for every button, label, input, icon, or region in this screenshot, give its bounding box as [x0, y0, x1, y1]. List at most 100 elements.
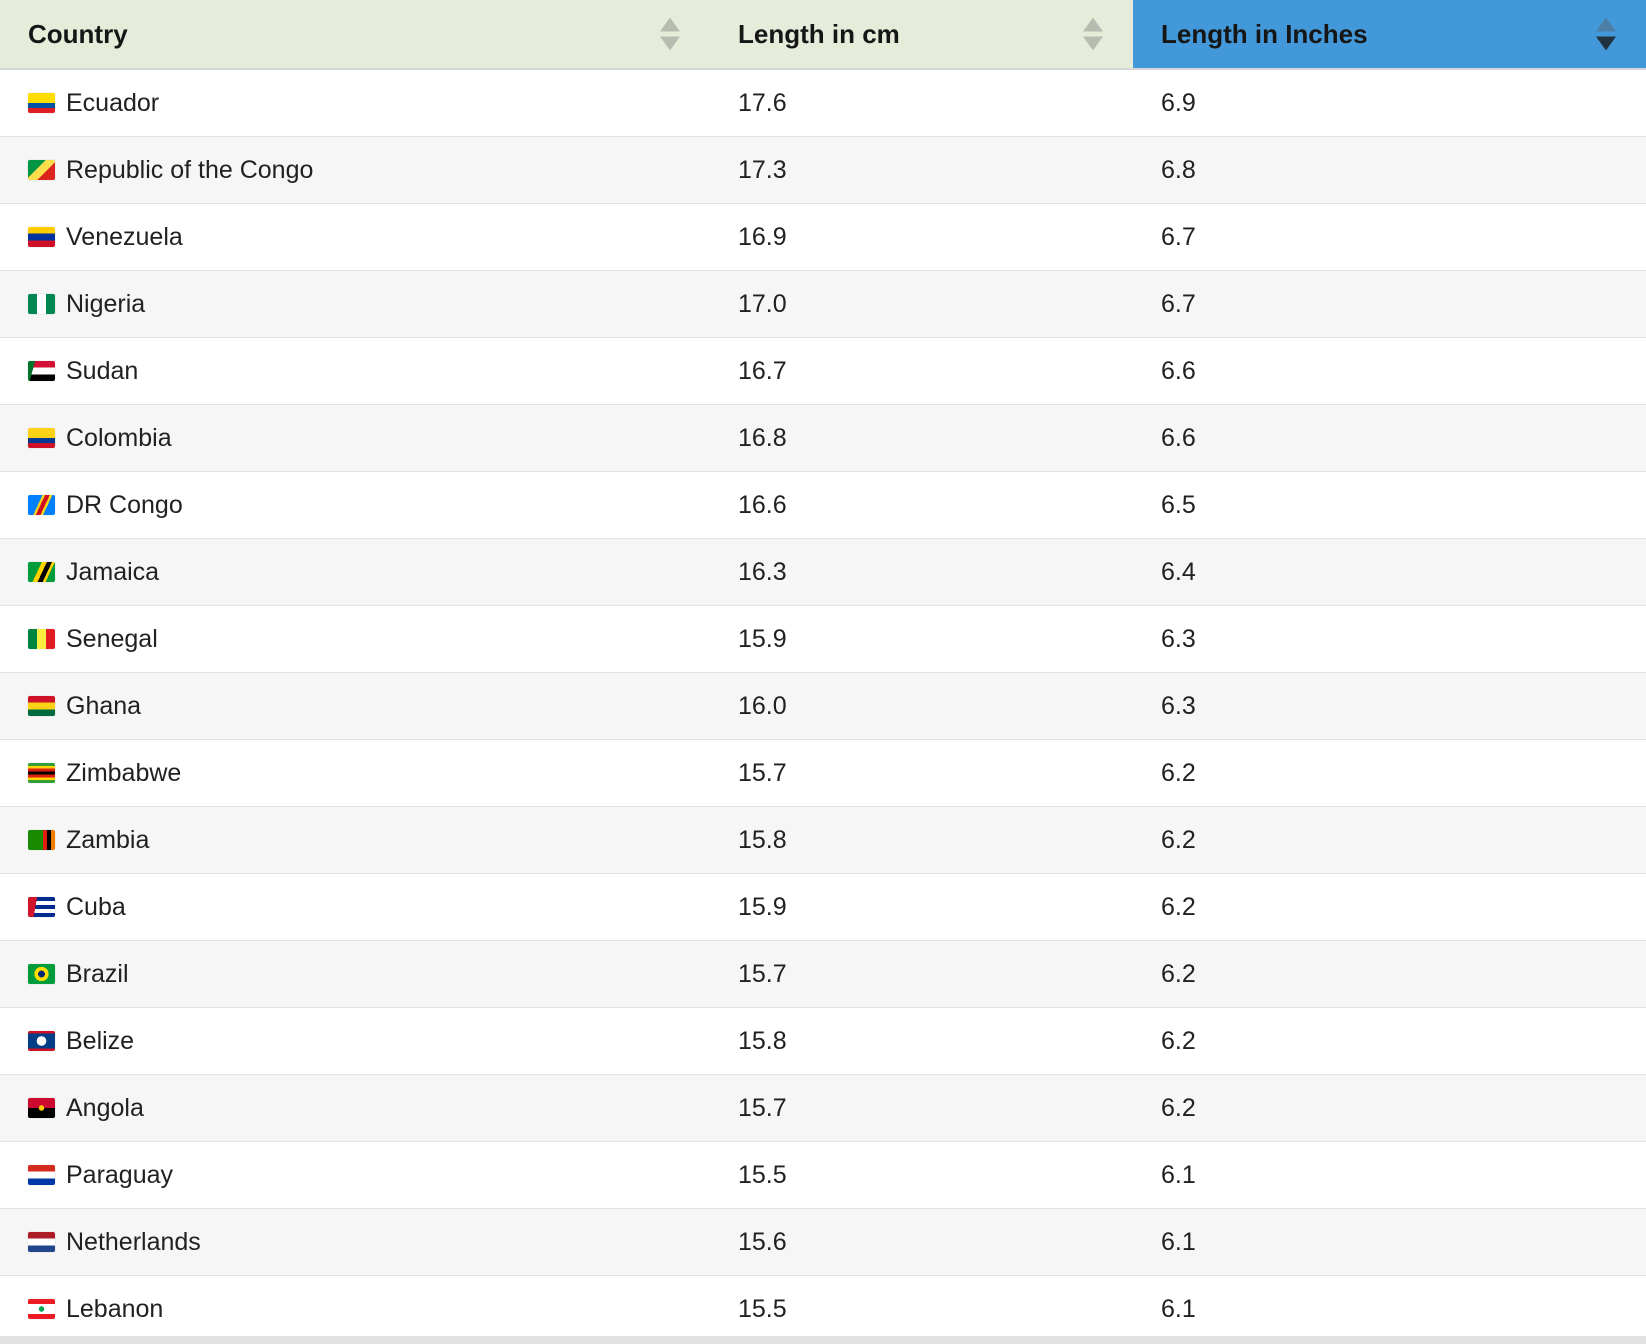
country-label: Netherlands — [66, 1227, 201, 1256]
length-inches-cell: 6.3 — [1133, 672, 1646, 740]
table-row: Senegal 15.9 6.3 — [0, 605, 1646, 673]
country-label: Angola — [66, 1093, 144, 1122]
length-inches-cell: 6.3 — [1133, 605, 1646, 673]
country-label: Zambia — [66, 825, 150, 854]
flag-icon — [28, 160, 55, 180]
table-row: Ecuador 17.6 6.9 — [0, 69, 1646, 137]
length-cm-cell: 15.7 — [710, 739, 1133, 807]
country-label: Belize — [66, 1026, 135, 1055]
table-row: Lebanon 15.5 6.1 — [0, 1275, 1646, 1343]
country-label: Republic of the Congo — [66, 155, 314, 184]
column-header-length-inches[interactable]: Length in Inches — [1133, 0, 1646, 70]
country-cell: Nigeria — [0, 270, 710, 338]
country-cell: Colombia — [0, 404, 710, 472]
country-label: Jamaica — [66, 557, 160, 586]
table-row: Zimbabwe 15.7 6.2 — [0, 739, 1646, 807]
sort-icon — [660, 17, 680, 51]
length-inches-cell: 6.6 — [1133, 337, 1646, 405]
bottom-divider-bar — [0, 1336, 1646, 1344]
country-cell: Brazil — [0, 940, 710, 1008]
flag-icon — [28, 294, 55, 314]
flag-icon — [28, 1165, 55, 1185]
length-cm-cell: 16.6 — [710, 471, 1133, 539]
table-body: Ecuador 17.6 6.9 Republic of the Congo 1… — [0, 69, 1646, 1343]
country-label: Ecuador — [66, 88, 160, 117]
country-label: Zimbabwe — [66, 758, 182, 787]
length-inches-cell: 6.2 — [1133, 739, 1646, 807]
country-label: DR Congo — [66, 490, 183, 519]
country-cell: Angola — [0, 1074, 710, 1142]
country-cell: Cuba — [0, 873, 710, 941]
table-row: Republic of the Congo 17.3 6.8 — [0, 136, 1646, 204]
length-inches-cell: 6.2 — [1133, 1074, 1646, 1142]
length-cm-cell: 15.7 — [710, 940, 1133, 1008]
length-inches-cell: 6.2 — [1133, 1007, 1646, 1075]
column-header-length-inches-label: Length in Inches — [1161, 18, 1368, 49]
length-cm-cell: 17.3 — [710, 136, 1133, 204]
length-cm-cell: 16.9 — [710, 203, 1133, 271]
country-cell: Jamaica — [0, 538, 710, 606]
column-header-length-cm[interactable]: Length in cm — [710, 0, 1133, 70]
table-row: Cuba 15.9 6.2 — [0, 873, 1646, 941]
flag-icon — [28, 495, 55, 515]
flag-icon — [28, 897, 55, 917]
table-row: Belize 15.8 6.2 — [0, 1007, 1646, 1075]
length-inches-cell: 6.1 — [1133, 1141, 1646, 1209]
table-row: Angola 15.7 6.2 — [0, 1074, 1646, 1142]
length-cm-cell: 16.0 — [710, 672, 1133, 740]
length-inches-cell: 6.1 — [1133, 1275, 1646, 1343]
table-row: Colombia 16.8 6.6 — [0, 404, 1646, 472]
length-inches-cell: 6.5 — [1133, 471, 1646, 539]
country-cell: Paraguay — [0, 1141, 710, 1209]
country-cell: Sudan — [0, 337, 710, 405]
length-cm-cell: 15.7 — [710, 1074, 1133, 1142]
length-inches-cell: 6.9 — [1133, 69, 1646, 137]
country-label: Ghana — [66, 691, 142, 720]
length-inches-cell: 6.2 — [1133, 873, 1646, 941]
country-label: Brazil — [66, 959, 129, 988]
flag-icon — [28, 1299, 55, 1319]
country-cell: Belize — [0, 1007, 710, 1075]
table-header: Country Length in cm Length in Inches — [0, 0, 1646, 70]
country-label: Nigeria — [66, 289, 146, 318]
length-inches-cell: 6.4 — [1133, 538, 1646, 606]
country-label: Senegal — [66, 624, 158, 653]
length-cm-cell: 16.7 — [710, 337, 1133, 405]
country-label: Sudan — [66, 356, 139, 385]
country-label: Cuba — [66, 892, 126, 921]
length-cm-cell: 17.6 — [710, 69, 1133, 137]
country-label: Paraguay — [66, 1160, 174, 1189]
country-cell: DR Congo — [0, 471, 710, 539]
country-cell: Netherlands — [0, 1208, 710, 1276]
flag-icon — [28, 93, 55, 113]
table-row: Zambia 15.8 6.2 — [0, 806, 1646, 874]
flag-icon — [28, 562, 55, 582]
length-cm-cell: 16.3 — [710, 538, 1133, 606]
table-row: Ghana 16.0 6.3 — [0, 672, 1646, 740]
length-inches-cell: 6.2 — [1133, 940, 1646, 1008]
length-inches-cell: 6.8 — [1133, 136, 1646, 204]
flag-icon — [28, 696, 55, 716]
length-cm-cell: 15.8 — [710, 1007, 1133, 1075]
flag-icon — [28, 428, 55, 448]
length-cm-cell: 15.9 — [710, 873, 1133, 941]
country-cell: Zambia — [0, 806, 710, 874]
flag-icon — [28, 964, 55, 984]
country-label: Venezuela — [66, 222, 183, 251]
country-label: Colombia — [66, 423, 172, 452]
country-cell: Lebanon — [0, 1275, 710, 1343]
length-inches-cell: 6.6 — [1133, 404, 1646, 472]
length-cm-cell: 15.9 — [710, 605, 1133, 673]
flag-icon — [28, 1232, 55, 1252]
flag-icon — [28, 629, 55, 649]
length-inches-cell: 6.7 — [1133, 203, 1646, 271]
country-cell: Venezuela — [0, 203, 710, 271]
header-row: Country Length in cm Length in Inches — [0, 0, 1646, 70]
length-cm-cell: 17.0 — [710, 270, 1133, 338]
table-row: Netherlands 15.6 6.1 — [0, 1208, 1646, 1276]
country-cell: Republic of the Congo — [0, 136, 710, 204]
flag-icon — [28, 227, 55, 247]
column-header-country[interactable]: Country — [0, 0, 710, 70]
length-cm-cell: 15.5 — [710, 1275, 1133, 1343]
table-row: DR Congo 16.6 6.5 — [0, 471, 1646, 539]
